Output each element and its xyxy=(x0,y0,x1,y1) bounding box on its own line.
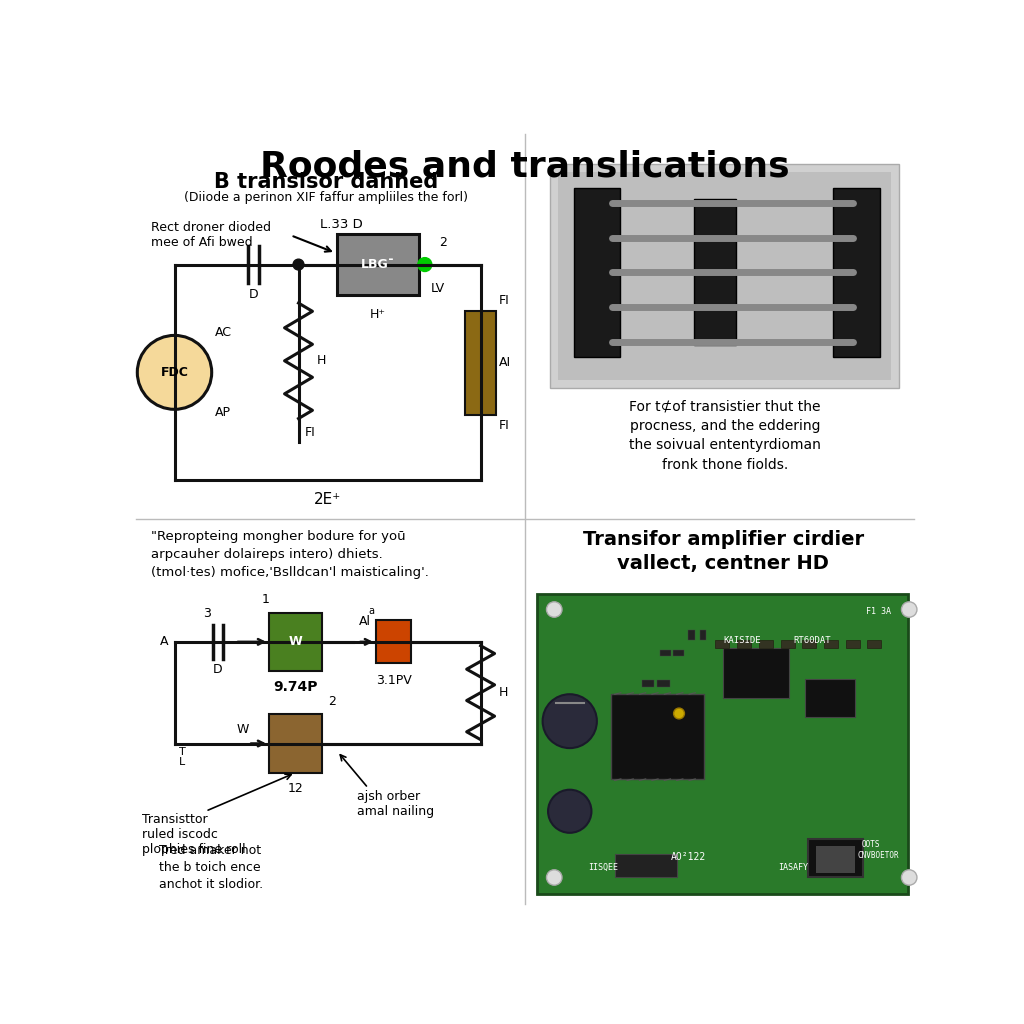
Text: 12: 12 xyxy=(288,782,303,795)
Circle shape xyxy=(901,602,916,617)
Bar xyxy=(688,630,694,640)
Text: AP: AP xyxy=(215,406,230,419)
Bar xyxy=(550,165,899,388)
Bar xyxy=(642,680,654,686)
Text: 9.74P: 9.74P xyxy=(273,680,317,694)
Text: AO²122: AO²122 xyxy=(671,852,706,862)
Bar xyxy=(337,233,419,295)
Text: FI: FI xyxy=(500,419,510,431)
Text: 2: 2 xyxy=(439,237,447,249)
Text: "Repropteing mongher bodure for yoū
arpcauher dolaireps intero) dhiets.
(tmol·te: "Repropteing mongher bodure for yoū arpc… xyxy=(152,530,429,580)
Text: CNVBOETOR: CNVBOETOR xyxy=(857,851,899,860)
Text: L.33 D: L.33 D xyxy=(321,218,362,231)
Text: Tred amaker not
the b toich ence
anchot it slodior.: Tred amaker not the b toich ence anchot … xyxy=(159,844,263,891)
Text: LV: LV xyxy=(431,282,445,295)
Text: FI: FI xyxy=(305,426,315,439)
Text: 2E⁺: 2E⁺ xyxy=(314,493,341,508)
Text: AC: AC xyxy=(215,326,231,339)
Text: W: W xyxy=(237,723,249,736)
Bar xyxy=(659,649,671,655)
Bar xyxy=(805,679,855,718)
Text: D: D xyxy=(213,664,222,677)
Text: (Diiode a perinon XIF faffur ampliiles the forl): (Diiode a perinon XIF faffur ampliiles t… xyxy=(183,191,468,205)
Text: OOTS: OOTS xyxy=(861,840,880,849)
Text: H: H xyxy=(500,686,509,699)
Bar xyxy=(780,640,795,648)
Bar xyxy=(558,172,891,380)
Text: B transisor danhed: B transisor danhed xyxy=(213,172,437,193)
Text: W: W xyxy=(289,635,302,648)
Bar xyxy=(611,694,703,779)
Circle shape xyxy=(548,790,592,833)
Text: Transifor amplifier cirdier
vallect, centner HD: Transifor amplifier cirdier vallect, cen… xyxy=(583,530,864,572)
Text: Al: Al xyxy=(359,615,371,628)
Text: Roodes and translications: Roodes and translications xyxy=(260,150,790,183)
Bar xyxy=(759,640,773,648)
Bar xyxy=(723,648,790,698)
Text: FI: FI xyxy=(500,294,510,307)
Text: 2: 2 xyxy=(328,695,336,708)
Bar xyxy=(614,854,677,878)
Bar xyxy=(573,187,621,357)
Bar xyxy=(846,640,859,648)
Text: Rect droner dioded
mee of Afi bwed: Rect droner dioded mee of Afi bwed xyxy=(152,221,271,250)
Text: ajsh orber
amal nailing: ajsh orber amal nailing xyxy=(356,790,434,818)
Circle shape xyxy=(547,869,562,885)
Text: 3: 3 xyxy=(203,607,211,621)
Bar xyxy=(269,715,322,773)
Circle shape xyxy=(901,869,916,885)
Text: Transisttor
ruled iscodc
plophies fine roll: Transisttor ruled iscodc plophies fine r… xyxy=(142,813,246,856)
Bar xyxy=(834,187,880,357)
Bar xyxy=(376,621,411,664)
Text: A: A xyxy=(160,635,168,648)
Circle shape xyxy=(547,602,562,617)
Bar xyxy=(465,310,496,415)
Circle shape xyxy=(418,258,432,271)
Text: a: a xyxy=(369,605,375,615)
Bar xyxy=(700,630,707,640)
Text: KAISIDE: KAISIDE xyxy=(724,636,762,645)
Text: 3.1PV: 3.1PV xyxy=(376,674,412,687)
Text: FDC: FDC xyxy=(161,366,188,379)
Text: H⁺: H⁺ xyxy=(370,307,386,321)
Bar xyxy=(693,199,736,345)
Bar xyxy=(538,594,907,894)
Bar xyxy=(657,680,670,686)
Text: D: D xyxy=(249,288,258,301)
Text: IASAFY: IASAFY xyxy=(778,863,808,872)
Text: LBG¯: LBG¯ xyxy=(360,258,395,271)
Text: T
L: T L xyxy=(179,748,185,767)
Bar xyxy=(802,640,816,648)
Text: F1 3A: F1 3A xyxy=(865,606,891,615)
Text: For t⊄of transistier thut the
procness, and the eddering
the soivual ententyrdio: For t⊄of transistier thut the procness, … xyxy=(629,399,820,472)
Bar xyxy=(809,839,862,878)
Bar xyxy=(867,640,882,648)
Bar xyxy=(824,640,838,648)
Text: IISQEE: IISQEE xyxy=(588,863,618,872)
Bar xyxy=(269,612,322,671)
Circle shape xyxy=(137,336,212,410)
Circle shape xyxy=(674,708,684,719)
Text: AI: AI xyxy=(500,356,511,370)
Bar xyxy=(737,640,751,648)
Circle shape xyxy=(293,259,304,270)
Text: 1: 1 xyxy=(262,594,270,606)
Text: H: H xyxy=(317,354,327,368)
Bar xyxy=(673,649,684,655)
Text: RT60DAT: RT60DAT xyxy=(794,636,831,645)
Circle shape xyxy=(543,694,597,749)
Bar xyxy=(816,846,855,872)
Bar xyxy=(716,640,729,648)
